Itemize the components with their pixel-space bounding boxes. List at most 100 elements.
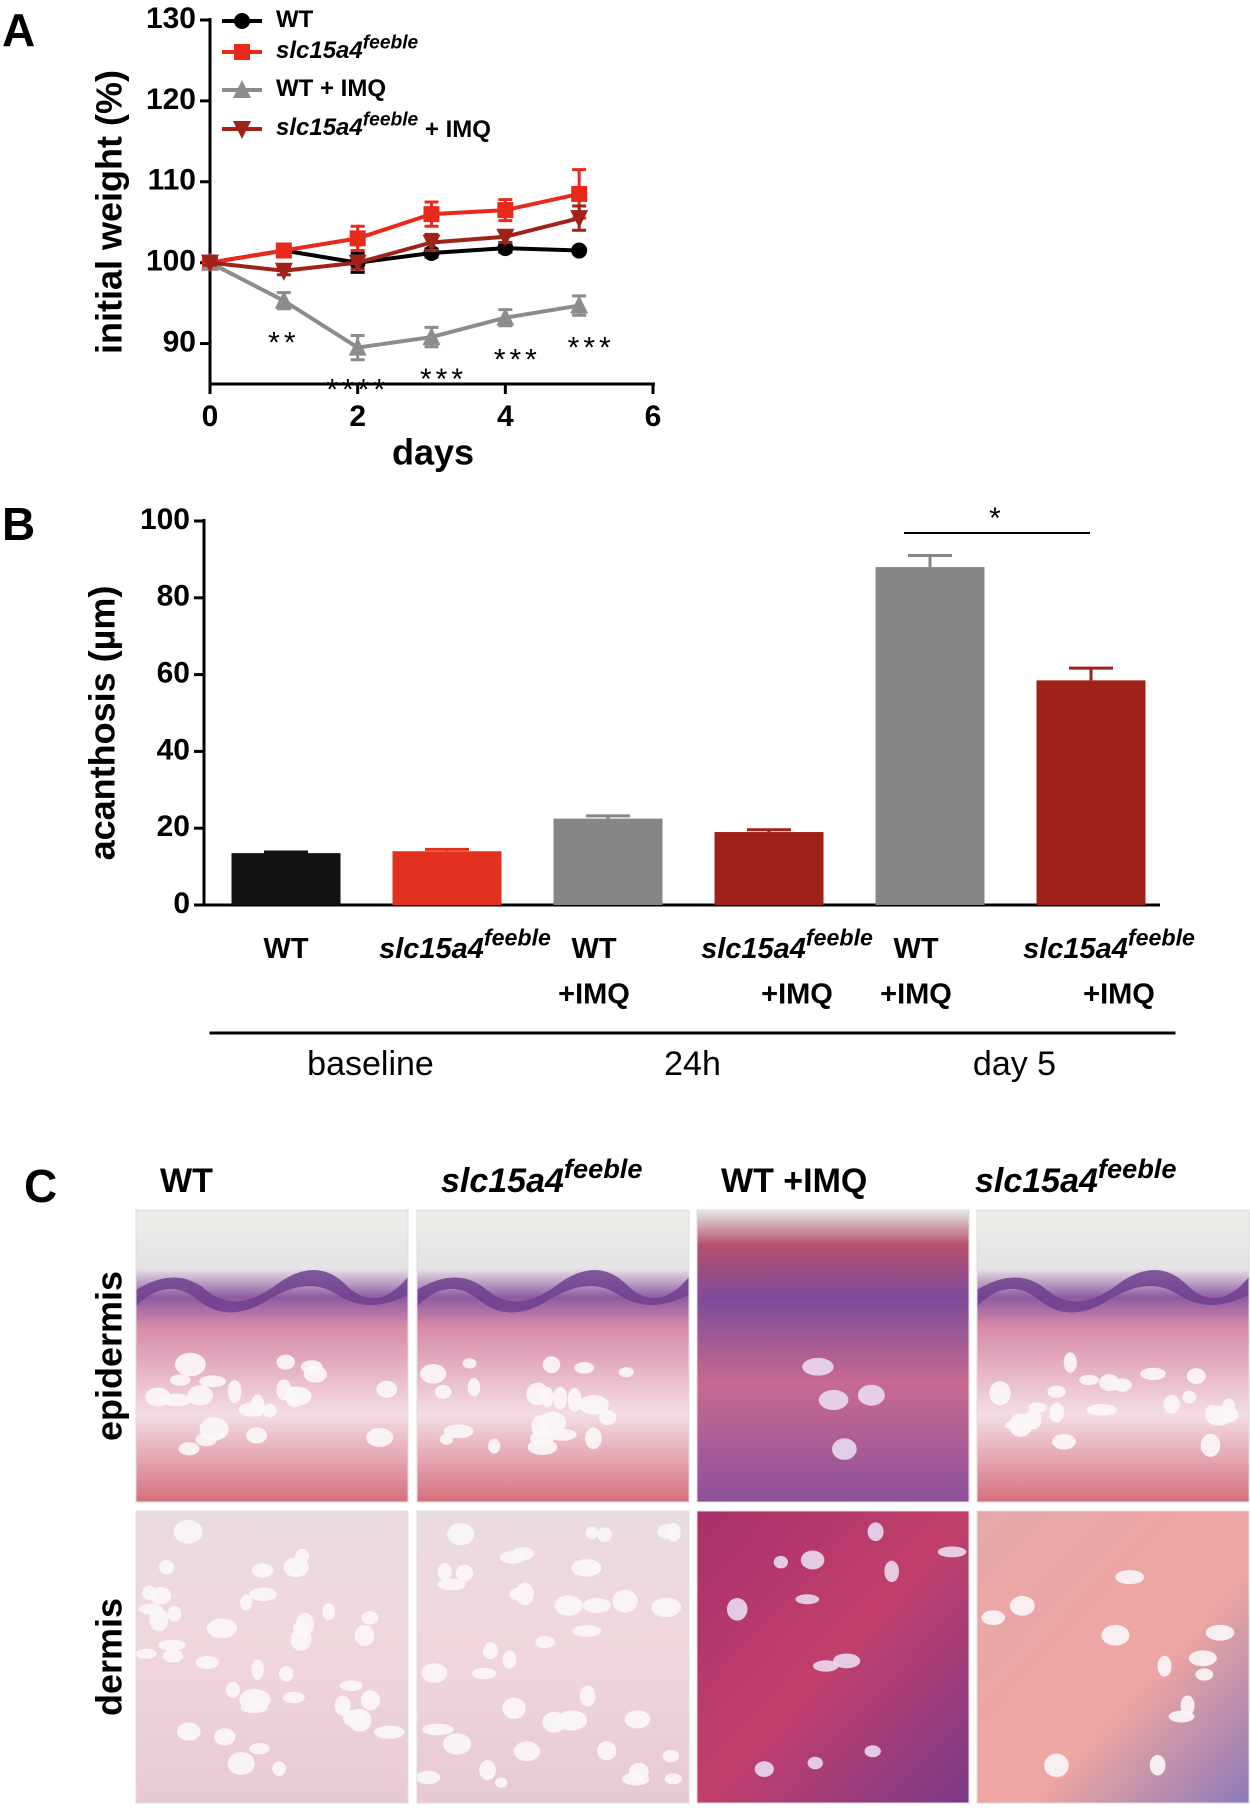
y-tick-label: 0 (173, 887, 190, 920)
error-bar (586, 814, 630, 819)
x-tick-label-text: WT (263, 933, 308, 965)
tissue-detail (348, 1708, 372, 1732)
y-tick-label: 130 (146, 2, 196, 35)
tissue-detail (421, 1723, 454, 1736)
tissue-detail (437, 1562, 452, 1581)
tissue-detail (175, 1352, 206, 1377)
tissue-detail (240, 1594, 253, 1611)
y-tick-label: 90 (163, 325, 196, 358)
micrograph (976, 1510, 1250, 1804)
series-line (209, 260, 580, 350)
x-tick-label-text: slc15a4 (701, 933, 806, 965)
significance: *** (494, 344, 541, 377)
tissue-detail (864, 1745, 881, 1758)
x-tick-label: slc15a4feeble (1023, 925, 1195, 965)
y-axis-title: acanthosis (µm) (82, 586, 123, 861)
tissue-detail (1188, 1650, 1217, 1667)
tissue-detail (585, 1427, 602, 1450)
legend-label-sup: feeble (363, 109, 419, 130)
tissue-detail (135, 1648, 157, 1659)
error-bar (425, 847, 469, 852)
micrograph-frame (135, 1510, 409, 1804)
column-label-sup: feeble (1098, 1153, 1177, 1184)
x-tick-label: slc15a4feeble (701, 925, 873, 965)
marker (571, 185, 588, 202)
tissue-detail (556, 1710, 588, 1731)
marker (423, 206, 440, 223)
tissue-detail (833, 1653, 861, 1669)
tissue-detail (488, 1438, 501, 1454)
tissue-detail (447, 1523, 475, 1546)
tissue-detail (284, 1386, 312, 1406)
tissue-detail (664, 1773, 682, 1785)
tissue-detail (262, 1403, 277, 1418)
tissue-detail (1112, 1378, 1132, 1392)
x-tick-label-line2: +IMQ (880, 979, 952, 1011)
micrograph (416, 1209, 690, 1503)
tissue-detail (495, 1777, 508, 1788)
tissue-detail (1063, 1352, 1077, 1373)
series-line (209, 216, 580, 273)
tissue-detail (513, 1741, 541, 1762)
tissue-detail (420, 1364, 447, 1384)
marker (348, 254, 367, 273)
micrograph-frame (416, 1209, 690, 1503)
marker (275, 242, 292, 259)
tissue-detail (1140, 1367, 1166, 1381)
epidermis-layer (136, 1270, 408, 1313)
marker (349, 230, 366, 247)
x-tick-label: WT (263, 933, 308, 965)
y-axis-title: initial weight (%) (89, 70, 130, 354)
marker (423, 244, 440, 261)
tissue-detail (800, 1550, 825, 1570)
tissue-detail (572, 1625, 602, 1637)
legend-label-text: WT (276, 6, 314, 33)
marker (570, 295, 589, 314)
micrograph-frame (976, 1510, 1250, 1804)
tissue-detail (206, 1618, 238, 1639)
group-label: day 5 (973, 1045, 1056, 1083)
tissue-detail (1220, 1407, 1239, 1423)
x-axis-title: days (392, 432, 474, 473)
micrograph-frame (976, 1209, 1250, 1503)
significance: ** (268, 327, 299, 360)
tissue-detail (159, 1559, 175, 1575)
marker (496, 307, 515, 326)
group-label: baseline (307, 1045, 434, 1083)
tissue-detail (585, 1526, 599, 1540)
tissue-detail (1205, 1624, 1235, 1641)
y-tick-label: 80 (157, 580, 190, 613)
tissue-detail (597, 1527, 612, 1542)
tissue-detail (989, 1381, 1011, 1406)
tissue-detail (290, 1628, 312, 1651)
error-bar (1069, 666, 1113, 681)
tissue-detail (509, 1587, 527, 1601)
tissue-detail (178, 1442, 200, 1456)
tissue-detail (802, 1357, 834, 1376)
tissue-detail (542, 1356, 561, 1374)
tissue-detail (276, 1354, 295, 1370)
y-tick-label: 60 (157, 657, 190, 690)
tissue-detail (813, 1660, 839, 1672)
tissue-detail (158, 1639, 186, 1651)
marker (348, 337, 367, 356)
legend-label-text: slc15a4 (276, 37, 363, 64)
tissue-detail (1051, 1433, 1076, 1450)
tissue-detail (214, 1728, 236, 1746)
tissue-detail (145, 1387, 171, 1407)
tissue-detail (167, 1605, 182, 1622)
tissue-detail (754, 1761, 774, 1777)
tissue-detail (574, 1362, 595, 1374)
tissue-detail (366, 1427, 394, 1447)
micrograph-bg (136, 1210, 408, 1502)
bar (392, 851, 502, 905)
tissue-detail (773, 1555, 789, 1569)
column-label: WT (160, 1162, 213, 1200)
tissue-detail (818, 1389, 849, 1411)
group-label: 24h (664, 1045, 721, 1083)
tissue-detail (726, 1597, 748, 1621)
tissue-detail (1008, 1413, 1033, 1437)
tissue-detail (618, 1367, 634, 1378)
epidermis-layer (417, 1270, 689, 1313)
tissue-detail (597, 1741, 617, 1761)
